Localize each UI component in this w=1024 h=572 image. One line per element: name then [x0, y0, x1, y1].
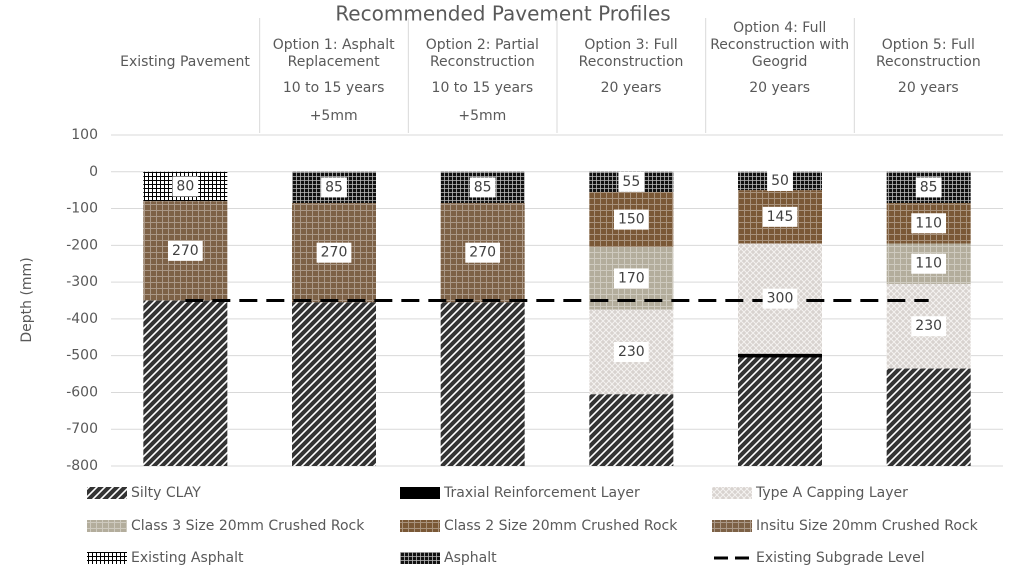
data-label: 110: [915, 256, 942, 272]
data-label: 270: [321, 245, 348, 261]
header-cell: Option 3: Full Reconstruction 20 years: [557, 18, 705, 133]
legend-label: Class 2 Size 20mm Crushed Rock: [444, 518, 678, 534]
category-label: Option 1: Asphalt Replacement: [272, 37, 395, 70]
y-tick-label: 100: [71, 127, 98, 143]
header-cell: Option 4: Full Reconstruction with Geogr…: [706, 18, 854, 133]
header-cell: Option 5: Full Reconstruction 20 years: [854, 18, 1002, 133]
note-label: +5mm: [458, 108, 507, 124]
legend-swatch: [87, 520, 127, 532]
data-label-box: [167, 240, 203, 261]
duration-label: 20 years: [749, 80, 811, 96]
legend-swatch: [87, 487, 127, 499]
legend-swatch: [712, 487, 752, 499]
bar-segment: [738, 353, 822, 358]
data-label-box: [469, 177, 496, 198]
legend-label: Existing Subgrade Level: [756, 550, 925, 566]
data-label-box: [465, 242, 501, 263]
data-label: 85: [474, 179, 492, 195]
data-label: 85: [325, 179, 343, 195]
header-cell: Option 2: Partial Reconstruction 10 to 15…: [408, 18, 556, 133]
data-label-box: [911, 316, 947, 337]
data-label: 230: [618, 344, 645, 360]
data-label: 230: [915, 318, 942, 334]
y-tick-label: -400: [66, 311, 98, 327]
data-label-box: [613, 341, 649, 362]
data-label: 110: [915, 215, 942, 231]
y-tick-label: 0: [89, 164, 98, 180]
data-label-box: [915, 177, 942, 198]
legend-label: Asphalt: [444, 550, 497, 566]
category-label: Option 3: Full Reconstruction: [578, 37, 684, 70]
bar-segment: [886, 368, 971, 466]
legend-swatch: [87, 552, 127, 564]
y-tick-label: -100: [66, 201, 98, 217]
y-tick-label: -200: [66, 237, 98, 253]
data-label-box: [613, 209, 649, 230]
data-label: 85: [920, 179, 938, 195]
data-label: 145: [767, 209, 794, 225]
data-label: 300: [767, 291, 794, 307]
bar-segment: [589, 394, 674, 466]
data-label: 170: [618, 270, 645, 286]
duration-label: 10 to 15 years: [282, 80, 385, 96]
data-label: 270: [469, 245, 496, 261]
data-label-box: [911, 253, 947, 274]
y-axis-label: Depth (mm): [19, 257, 35, 342]
data-label-box: [618, 171, 645, 192]
data-label-box: [316, 242, 352, 263]
legend-label: Type A Capping Layer: [755, 485, 908, 501]
duration-label: 20 years: [897, 80, 959, 96]
y-tick-label: -800: [66, 458, 98, 474]
bar-segment: [440, 302, 525, 466]
note-label: +5mm: [309, 108, 358, 124]
legend-label: Silty CLAY: [131, 485, 201, 501]
legend-label: Insitu Size 20mm Crushed Rock: [756, 518, 979, 534]
legend-swatch: [400, 487, 440, 499]
data-label-box: [172, 176, 199, 197]
legend-swatch: [712, 520, 752, 532]
y-tick-label: -700: [66, 421, 98, 437]
data-label: 55: [622, 174, 640, 190]
data-label-box: [613, 268, 649, 289]
data-label-box: [321, 177, 347, 198]
duration-label: 10 to 15 years: [431, 80, 534, 96]
legend-swatch: [400, 520, 440, 532]
category-label: Existing Pavement: [120, 54, 250, 70]
legend-label: Existing Asphalt: [131, 550, 244, 566]
data-label: 150: [618, 212, 645, 228]
category-label: Option 5: Full Reconstruction: [875, 37, 981, 70]
y-tick-label: -500: [66, 348, 98, 364]
legend-label: Class 3 Size 20mm Crushed Rock: [131, 518, 365, 534]
category-label: Option 4: Full Reconstruction with Geogr…: [710, 20, 850, 70]
duration-label: 20 years: [600, 80, 662, 96]
data-label-box: [911, 213, 947, 234]
legend-swatch: [400, 552, 440, 564]
category-label: Option 2: Partial Reconstruction: [425, 37, 539, 70]
data-label: 80: [176, 178, 194, 194]
bar-segment: [143, 300, 228, 466]
data-label-box: [767, 170, 793, 191]
data-label: 50: [771, 173, 789, 189]
y-tick-label: -600: [66, 384, 98, 400]
data-label-box: [762, 288, 798, 309]
data-label-box: [762, 206, 798, 227]
bar-segment: [292, 302, 376, 466]
y-tick-label: -300: [66, 274, 98, 290]
header-cell: Option 1: Asphalt Replacement 10 to 15 ye…: [260, 18, 408, 133]
bar-segment: [738, 357, 822, 466]
chart-title: Recommended Pavement Profiles: [335, 2, 670, 26]
legend-label: Traxial Reinforcement Layer: [443, 485, 640, 501]
header-cell: Existing Pavement: [111, 18, 259, 133]
data-label: 270: [172, 243, 199, 259]
